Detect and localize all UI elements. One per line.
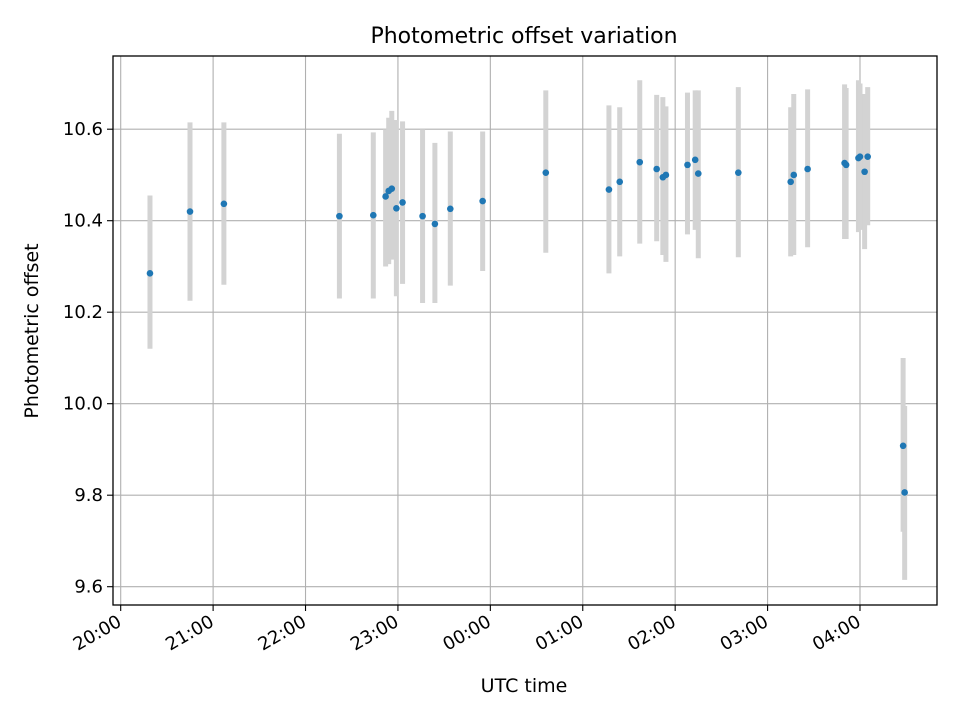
data-point	[691, 156, 699, 164]
y-axis-label: Photometric offset	[21, 243, 43, 418]
data-point	[787, 178, 794, 186]
data-point	[735, 169, 742, 176]
y-tick-label: 10.4	[63, 211, 103, 232]
data-point	[186, 208, 194, 215]
data-point	[146, 270, 154, 277]
y-tick-label: 10.6	[63, 119, 103, 140]
data-point	[431, 220, 439, 228]
y-tick-label: 9.8	[74, 485, 103, 506]
grid-layer	[113, 56, 937, 605]
data-point	[399, 199, 406, 206]
data-point	[605, 186, 613, 193]
data-point	[542, 169, 550, 176]
data-point	[479, 197, 486, 205]
data-point	[220, 200, 228, 208]
data-point	[864, 153, 871, 160]
data-point	[616, 178, 624, 186]
y-tick-label: 10.2	[63, 302, 103, 323]
chart-title: Photometric offset variation	[370, 24, 677, 49]
data-point	[336, 212, 343, 220]
data-point	[388, 185, 396, 192]
data-point	[684, 161, 691, 169]
y-tick-label: 10.0	[63, 394, 103, 415]
data-point	[419, 212, 426, 220]
data-point	[856, 153, 864, 160]
data-point	[901, 489, 908, 496]
data-point	[662, 171, 670, 179]
data-point	[653, 165, 660, 173]
plot-frame	[112, 55, 938, 606]
x-axis-label: UTC time	[481, 675, 568, 697]
data-point	[899, 442, 907, 450]
data-point	[636, 158, 644, 166]
data-point	[842, 161, 850, 169]
data-point	[393, 205, 400, 212]
data-point	[382, 193, 389, 200]
data-point	[790, 171, 798, 179]
data-point	[861, 168, 868, 176]
data-point	[804, 165, 811, 173]
data-point	[694, 170, 702, 177]
data-point	[369, 211, 377, 219]
data-point	[447, 205, 454, 213]
y-tick-label: 9.6	[74, 577, 103, 598]
point-layer	[146, 153, 908, 496]
